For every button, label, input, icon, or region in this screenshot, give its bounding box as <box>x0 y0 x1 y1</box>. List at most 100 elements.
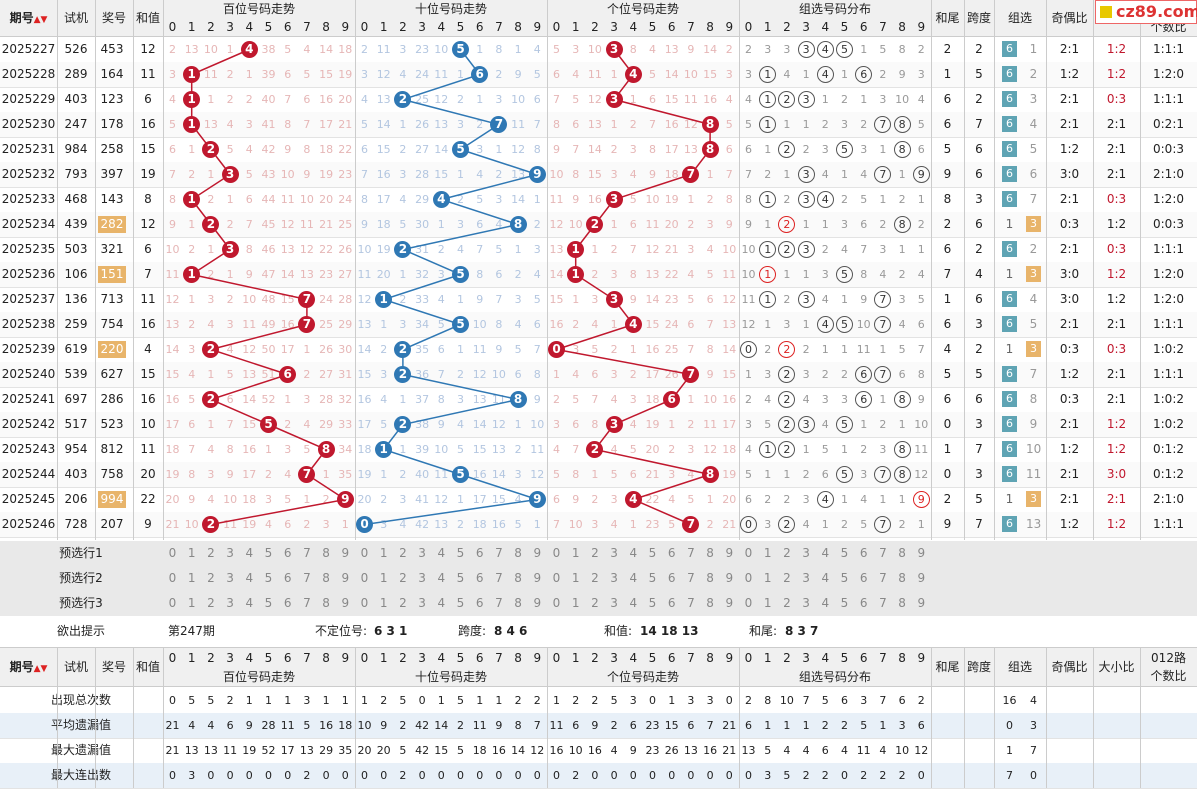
preselect-digit[interactable]: 7 <box>687 596 695 610</box>
preselect-digit[interactable]: 7 <box>495 546 503 560</box>
preselect-digit[interactable]: 9 <box>533 571 542 585</box>
preselect-digit[interactable]: 2 <box>783 546 791 560</box>
preselect-digit[interactable]: 8 <box>706 596 714 610</box>
preselect-digit[interactable]: 5 <box>840 571 849 585</box>
preselect-digit[interactable]: 4 <box>245 571 254 585</box>
preselect-digit[interactable]: 4 <box>629 596 638 610</box>
preselect-digit[interactable]: 4 <box>437 571 446 585</box>
preselect-digit[interactable]: 8 <box>898 571 906 585</box>
preselect-digit[interactable]: 9 <box>341 596 350 610</box>
preselect-digit[interactable]: 4 <box>245 596 254 610</box>
footer-sort-icon[interactable]: ▲▼ <box>33 664 48 674</box>
preselect-digit[interactable]: 8 <box>514 596 522 610</box>
preselect-digit[interactable]: 1 <box>571 571 580 585</box>
preselect-digit[interactable]: 0 <box>360 546 369 560</box>
preselect-digit[interactable]: 1 <box>763 546 772 560</box>
site-logo[interactable]: cz89.com <box>1095 0 1197 24</box>
preselect-digit[interactable]: 6 <box>283 546 292 560</box>
preselect-digit[interactable]: 0 <box>360 571 369 585</box>
preselect-digit[interactable]: 3 <box>802 571 810 585</box>
preselect-digit[interactable]: 4 <box>821 571 830 585</box>
preselect-digit[interactable]: 4 <box>437 546 446 560</box>
preselect-digit[interactable]: 7 <box>879 546 887 560</box>
sort-icon[interactable]: ▲▼ <box>33 15 48 25</box>
preselect-digit[interactable]: 8 <box>706 571 714 585</box>
preselect-digit[interactable]: 6 <box>859 571 868 585</box>
preselect-digit[interactable]: 7 <box>879 596 887 610</box>
preselect-digit[interactable]: 9 <box>725 546 734 560</box>
preselect-digit[interactable]: 7 <box>303 596 311 610</box>
preselect-digit[interactable]: 0 <box>552 571 561 585</box>
preselect-digit[interactable]: 8 <box>322 596 330 610</box>
preselect-digit[interactable]: 6 <box>859 596 868 610</box>
preselect-digit[interactable]: 3 <box>226 596 234 610</box>
preselect-digit[interactable]: 7 <box>495 571 503 585</box>
preselect-digit[interactable]: 2 <box>399 596 407 610</box>
preselect-digit[interactable]: 1 <box>571 596 580 610</box>
issue-header[interactable]: 期号▲▼ <box>0 9 57 29</box>
preselect-digit[interactable]: 0 <box>552 596 561 610</box>
preselect-digit[interactable]: 9 <box>341 571 350 585</box>
preselect-digit[interactable]: 3 <box>418 546 426 560</box>
preselect-digit[interactable]: 1 <box>763 596 772 610</box>
preselect-digit[interactable]: 8 <box>898 546 906 560</box>
preselect-digit[interactable]: 9 <box>533 596 542 610</box>
preselect-digit[interactable]: 9 <box>725 571 734 585</box>
preselect-digit[interactable]: 9 <box>917 596 926 610</box>
preselect-digit[interactable]: 2 <box>399 571 407 585</box>
preselect-digit[interactable]: 3 <box>802 546 810 560</box>
preselect-digit[interactable]: 7 <box>303 546 311 560</box>
preselect-digit[interactable]: 4 <box>821 596 830 610</box>
preselect-digit[interactable]: 2 <box>783 596 791 610</box>
preselect-digit[interactable]: 1 <box>187 546 196 560</box>
preselect-digit[interactable]: 1 <box>379 571 388 585</box>
preselect-digit[interactable]: 5 <box>456 596 465 610</box>
preselect-digit[interactable]: 7 <box>687 571 695 585</box>
preselect-digit[interactable]: 2 <box>591 596 599 610</box>
preselect-digit[interactable]: 9 <box>917 546 926 560</box>
preselect-digit[interactable]: 3 <box>610 596 618 610</box>
preselect-digit[interactable]: 6 <box>475 596 484 610</box>
preselect-digit[interactable]: 3 <box>226 546 234 560</box>
preselect-digit[interactable]: 2 <box>591 571 599 585</box>
preselect-digit[interactable]: 6 <box>475 546 484 560</box>
preselect-digit[interactable]: 6 <box>859 546 868 560</box>
preselect-digit[interactable]: 7 <box>879 571 887 585</box>
preselect-digit[interactable]: 3 <box>610 571 618 585</box>
preselect-digit[interactable]: 1 <box>571 546 580 560</box>
preselect-digit[interactable]: 0 <box>744 546 753 560</box>
preselect-digit[interactable]: 6 <box>475 571 484 585</box>
preselect-digit[interactable]: 5 <box>648 546 657 560</box>
preselect-digit[interactable]: 8 <box>514 546 522 560</box>
preselect-digit[interactable]: 5 <box>648 596 657 610</box>
preselect-digit[interactable]: 3 <box>802 596 810 610</box>
preselect-digit[interactable]: 1 <box>763 571 772 585</box>
preselect-digit[interactable]: 0 <box>168 596 177 610</box>
preselect-digit[interactable]: 9 <box>917 571 926 585</box>
preselect-digit[interactable]: 0 <box>744 571 753 585</box>
preselect-digit[interactable]: 9 <box>533 546 542 560</box>
preselect-digit[interactable]: 1 <box>379 546 388 560</box>
footer-issue-header[interactable]: 期号▲▼ <box>0 658 57 678</box>
preselect-digit[interactable]: 8 <box>322 571 330 585</box>
preselect-digit[interactable]: 1 <box>379 596 388 610</box>
preselect-digit[interactable]: 4 <box>245 546 254 560</box>
preselect-digit[interactable]: 3 <box>418 596 426 610</box>
preselect-digit[interactable]: 9 <box>725 596 734 610</box>
preselect-digit[interactable]: 6 <box>667 571 676 585</box>
preselect-digit[interactable]: 3 <box>610 546 618 560</box>
preselect-digit[interactable]: 5 <box>264 571 273 585</box>
preselect-digit[interactable]: 8 <box>514 571 522 585</box>
preselect-digit[interactable]: 8 <box>322 546 330 560</box>
preselect-digit[interactable]: 7 <box>687 546 695 560</box>
preselect-digit[interactable]: 8 <box>898 596 906 610</box>
preselect-digit[interactable]: 6 <box>283 596 292 610</box>
preselect-digit[interactable]: 2 <box>207 546 215 560</box>
preselect-digit[interactable]: 2 <box>783 571 791 585</box>
preselect-digit[interactable]: 8 <box>706 546 714 560</box>
preselect-digit[interactable]: 2 <box>399 546 407 560</box>
preselect-digit[interactable]: 1 <box>187 571 196 585</box>
preselect-digit[interactable]: 5 <box>840 546 849 560</box>
preselect-digit[interactable]: 0 <box>168 571 177 585</box>
preselect-digit[interactable]: 3 <box>226 571 234 585</box>
